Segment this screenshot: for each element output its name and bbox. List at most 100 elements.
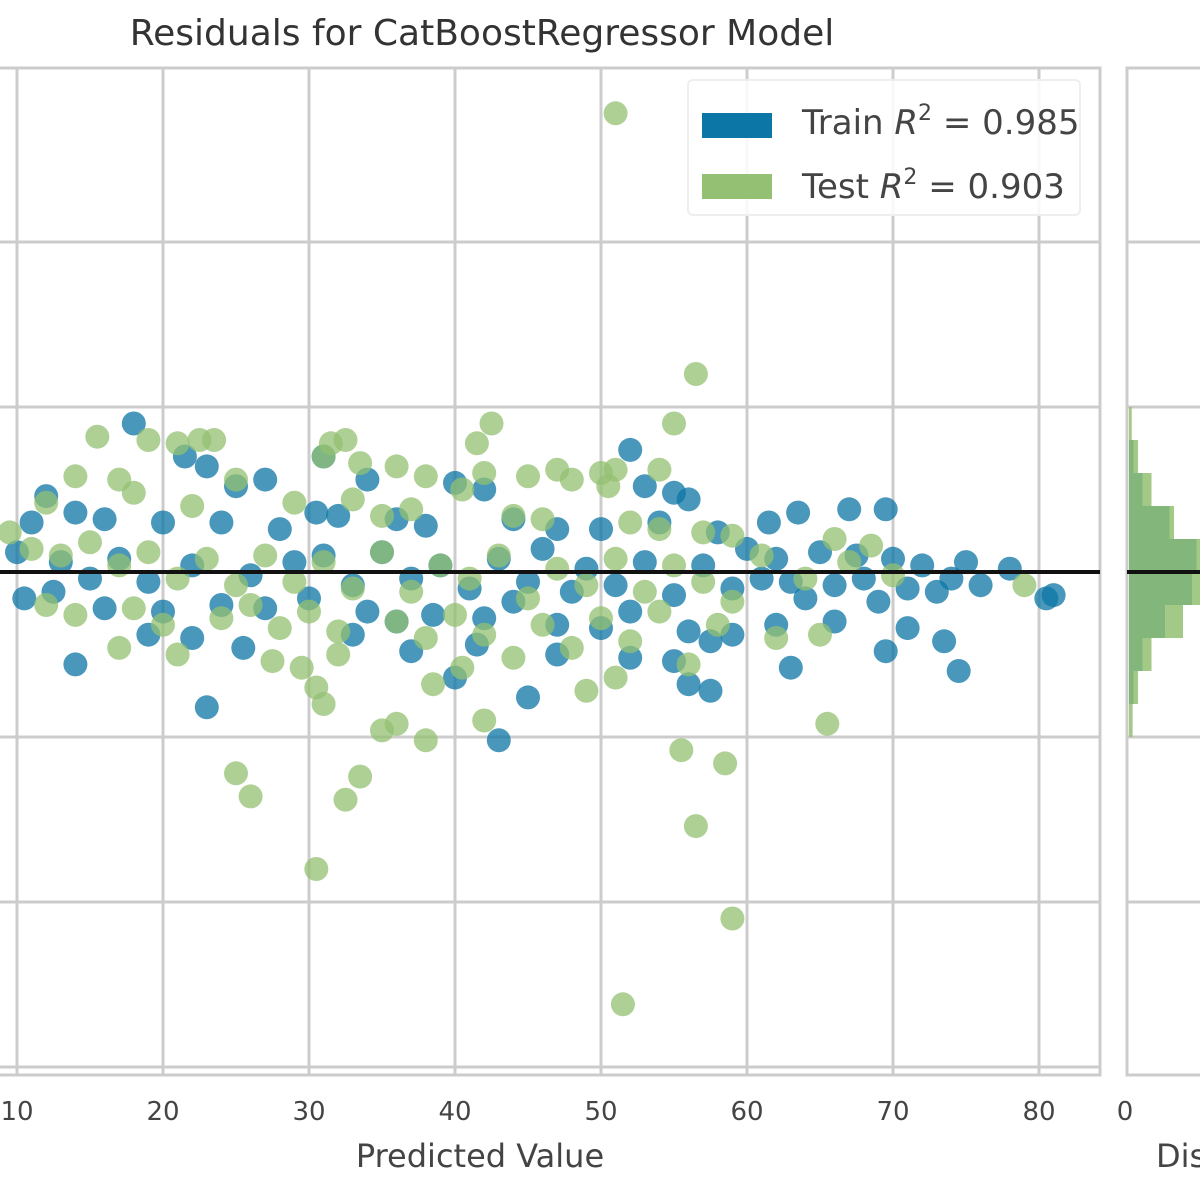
test-point [326, 642, 351, 667]
test-point [589, 606, 613, 631]
train-point [121, 411, 146, 436]
test-point [610, 992, 635, 1017]
test-point [545, 556, 570, 581]
test-point [165, 431, 190, 456]
train-point [793, 586, 818, 611]
test-point [282, 569, 307, 594]
test-point [530, 612, 555, 637]
test-point [311, 444, 336, 469]
test-point [574, 573, 599, 598]
legend-train-label: Train R2 = 0.985 [801, 101, 1079, 143]
test-point [632, 579, 657, 604]
histogram-bar-test [1129, 440, 1138, 473]
test-point [720, 523, 745, 548]
x-tick-label: 20 [146, 1097, 179, 1127]
test-point [340, 487, 365, 512]
x-tick-label: 10 [0, 1097, 33, 1127]
test-point [464, 431, 489, 456]
test-point [326, 619, 351, 644]
test-point [603, 665, 628, 690]
test-point [720, 589, 745, 614]
test-point [151, 612, 175, 637]
test-point [618, 629, 643, 654]
test-point [691, 520, 716, 545]
residual-distribution-panel: 0 Dis [1117, 66, 1200, 1175]
x-tick-label: 80 [1022, 1097, 1055, 1127]
histogram-bar-test [1129, 638, 1152, 671]
test-point [311, 550, 336, 575]
test-point [1012, 573, 1037, 598]
train-point [954, 550, 978, 575]
train-point [1041, 583, 1066, 608]
test-point [194, 546, 219, 571]
test-point [34, 490, 59, 515]
test-point [107, 635, 132, 660]
test-point [333, 787, 358, 812]
train-point [19, 510, 44, 535]
train-point [589, 517, 613, 542]
test-point [282, 490, 307, 515]
train-point [326, 503, 351, 528]
histogram-bar-test [1129, 506, 1174, 539]
train-point [968, 573, 993, 598]
test-point [136, 540, 161, 565]
train-point [997, 556, 1022, 581]
test-point [348, 764, 373, 789]
test-point [647, 517, 672, 542]
test-point [421, 672, 446, 697]
test-point [683, 814, 708, 839]
test-point [472, 461, 497, 485]
test-point [486, 543, 511, 568]
legend-test-swatch [702, 174, 772, 199]
train-point [180, 626, 205, 650]
histogram-gridlines [1127, 240, 1200, 904]
train-point [873, 639, 898, 664]
train-point [194, 454, 219, 479]
train-point [881, 546, 905, 571]
test-point [676, 652, 701, 677]
test-point [260, 649, 285, 674]
test-point [669, 738, 694, 763]
test-point [370, 540, 394, 565]
train-point [618, 437, 643, 462]
test-point [450, 655, 475, 680]
histogram-bar-test [1129, 605, 1183, 638]
chart-title: Residuals for CatBoostRegressor Model [130, 13, 835, 54]
test-point [749, 543, 774, 568]
test-point [165, 642, 190, 667]
x-tick-label: 60 [730, 1097, 763, 1127]
train-point [516, 685, 540, 710]
train-point [786, 500, 811, 525]
train-point [618, 599, 643, 624]
test-point [764, 626, 789, 650]
train-point [574, 556, 599, 581]
test-point [413, 464, 438, 489]
train-point [676, 487, 701, 512]
test-point [63, 602, 88, 627]
histogram-bar-test [1129, 572, 1200, 605]
train-point [304, 500, 329, 525]
test-point [224, 467, 248, 492]
test-point [472, 708, 497, 733]
train-point [92, 596, 117, 621]
train-point [756, 510, 781, 535]
train-point [632, 550, 657, 575]
test-point [399, 497, 424, 522]
test-point [479, 411, 504, 436]
train-point [413, 513, 438, 538]
test-point [603, 546, 628, 571]
histogram-bar-test [1129, 671, 1138, 704]
legend: Train R2 = 0.985 Test R2 = 0.903 [687, 79, 1081, 216]
test-point [384, 454, 409, 479]
test-point [370, 503, 394, 528]
test-point [224, 573, 248, 598]
train-point [63, 500, 88, 525]
test-point [333, 428, 358, 452]
train-point [618, 645, 643, 670]
test-point [209, 606, 234, 631]
test-point [501, 645, 526, 670]
test-point [559, 635, 584, 660]
test-point [238, 593, 263, 617]
test-point [289, 655, 314, 680]
